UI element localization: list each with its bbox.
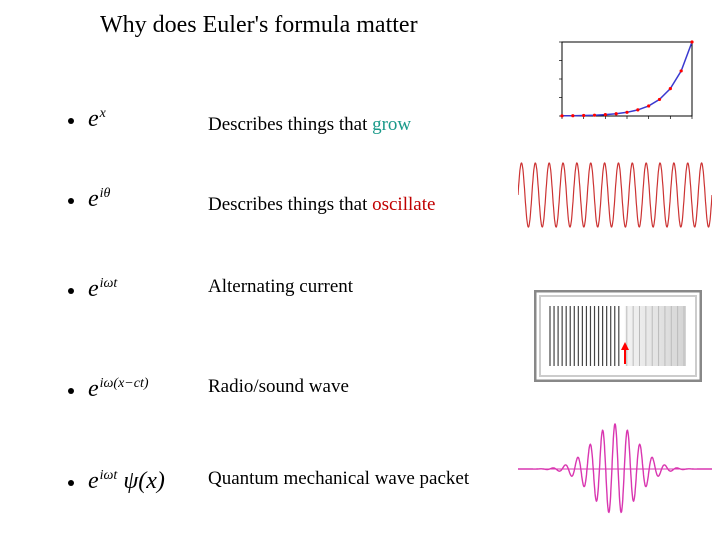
formula-0: ex (88, 106, 106, 133)
formula-4: eiωt ψ(x) (88, 468, 165, 495)
formula-1: eiθ (88, 186, 110, 213)
bullet-dot (68, 198, 74, 204)
oscillation-sine-chart (518, 160, 712, 230)
bullet-dot (68, 118, 74, 124)
description-text: Describes things that (208, 114, 372, 135)
bullet-dot (68, 480, 74, 486)
description-4: Quantum mechanical wave packet (208, 468, 469, 490)
capacitor-field-graphic (534, 290, 702, 382)
bullet-dot (68, 288, 74, 294)
description-text: Radio/sound wave (208, 376, 349, 397)
description-2: Alternating current (208, 276, 353, 298)
wave-packet-chart (518, 420, 712, 518)
formula-3: eiω(x−ct) (88, 376, 149, 403)
description-text: Describes things that (208, 194, 372, 215)
description-highlight: oscillate (372, 194, 435, 215)
slide: Why does Euler's formula matter ex Descri… (0, 0, 720, 540)
description-1: Describes things that oscillate (208, 194, 435, 216)
description-3: Radio/sound wave (208, 376, 349, 398)
bullet-dot (68, 388, 74, 394)
description-0: Describes things that grow (208, 114, 411, 136)
description-text: Quantum mechanical wave packet (208, 468, 469, 489)
slide-title: Why does Euler's formula matter (100, 12, 418, 39)
description-text: Alternating current (208, 276, 353, 297)
description-highlight: grow (372, 114, 411, 135)
growth-curve-chart (538, 36, 698, 130)
formula-2: eiωt (88, 276, 117, 303)
